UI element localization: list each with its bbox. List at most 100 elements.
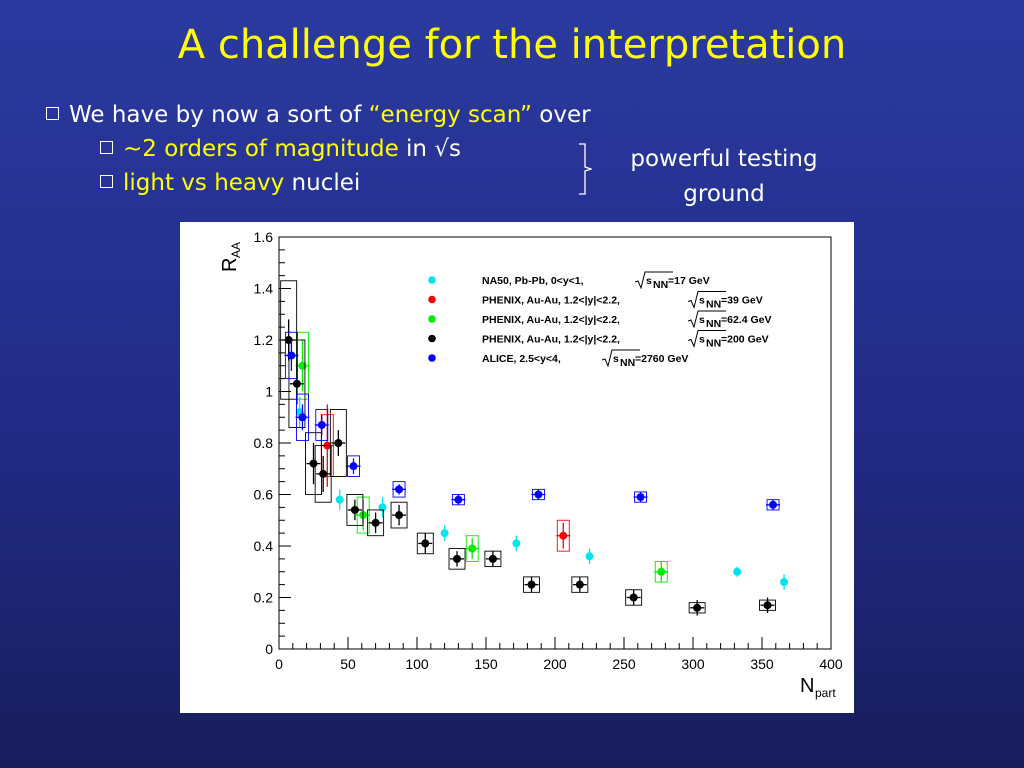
legend-label: ALICE, 2.5<y<4,	[482, 353, 561, 365]
data-point	[636, 493, 645, 502]
hollow-square-bullet-icon	[100, 141, 113, 154]
data-point	[378, 503, 387, 512]
syst-error-box	[448, 548, 466, 570]
syst-error-box	[390, 501, 408, 529]
y-axis-subscript: AA	[229, 242, 243, 258]
data-point	[769, 500, 778, 509]
x-tick-label: 350	[750, 656, 774, 672]
data-point	[440, 529, 449, 538]
data-point	[292, 379, 301, 388]
legend-label: PHENIX, Au-Au, 1.2<|y|<2.2,	[482, 295, 620, 307]
sub-bullet-text: in √s	[398, 136, 461, 162]
x-axis-title: N	[800, 675, 814, 697]
data-point	[657, 567, 666, 576]
syst-error-box	[329, 409, 347, 477]
y-axis-title: R	[219, 258, 241, 272]
data-point	[453, 554, 462, 563]
y-tick-label: 1	[265, 384, 273, 400]
x-tick-label: 400	[819, 656, 843, 672]
legend-label: PHENIX, Au-Au, 1.2<|y|<2.2,	[482, 334, 620, 346]
sub-bullet-nuclei: light vs heavy nuclei	[100, 170, 360, 196]
x-tick-label: 200	[543, 656, 567, 672]
data-point	[298, 413, 307, 422]
bullet-text: over	[531, 102, 591, 128]
legend-marker	[428, 354, 436, 362]
hollow-square-bullet-icon	[46, 107, 59, 120]
note-line: ground	[683, 181, 765, 207]
sub-bullet-text: nuclei	[284, 170, 361, 196]
sqrt-symbol-icon	[687, 330, 726, 349]
data-point	[585, 552, 594, 561]
legend-energy: =39 GeV	[721, 295, 763, 307]
syst-error-box	[288, 339, 306, 429]
y-tick-label: 0.4	[254, 538, 274, 554]
data-point	[763, 601, 772, 610]
legend-sqrt-s: s	[699, 334, 705, 346]
data-point	[693, 603, 702, 612]
legend-marker	[428, 315, 436, 323]
x-tick-label: 0	[275, 656, 283, 672]
bullet-energy-scan: We have by now a sort of “energy scan” o…	[46, 102, 591, 128]
y-tick-label: 1.4	[254, 281, 274, 297]
sqrt-symbol-icon	[687, 291, 726, 310]
data-point	[395, 511, 404, 520]
y-tick-label: 0.2	[254, 590, 274, 606]
sub-bullet-highlight: light vs heavy	[123, 170, 285, 196]
legend-sqrt-sub: NN	[706, 299, 721, 311]
data-point	[575, 580, 584, 589]
bullet-text: We have by now a sort of	[69, 102, 369, 128]
sub-bullet-orders: ~2 orders of magnitude in √s	[100, 136, 461, 162]
raa-vs-npart-plot: 0 50 100 150 200 250 300 350 400 0 0.2 0.4 0.6 0.8 1 1.…	[180, 222, 854, 713]
syst-error-box	[314, 445, 332, 503]
legend-sqrt-sub: NN	[706, 318, 721, 330]
data-point	[371, 518, 380, 527]
legend-marker	[428, 334, 436, 343]
legend-energy: =17 GeV	[668, 275, 710, 287]
legend-marker	[428, 295, 436, 304]
y-tick-label: 0.8	[254, 435, 274, 451]
data-point	[733, 567, 742, 576]
data-point	[335, 495, 344, 504]
data-point	[421, 539, 430, 548]
data-point	[309, 459, 318, 468]
data-point	[534, 490, 543, 499]
legend-sqrt-sub: NN	[706, 338, 721, 350]
data-point	[350, 505, 359, 514]
legend-energy: =200 GeV	[721, 334, 769, 346]
x-tick-label: 300	[681, 656, 705, 672]
data-point	[334, 439, 343, 447]
sqrt-symbol-icon	[634, 271, 673, 290]
x-tick-label: 50	[340, 656, 356, 672]
data-point	[395, 485, 404, 494]
legend-sqrt-s: s	[699, 314, 705, 326]
chart-canvas: 0 50 100 150 200 250 300 350 400 0 0.2 0.4 0.6 0.8 1 1.…	[219, 229, 843, 700]
y-tick-label: 0	[265, 641, 273, 657]
x-axis-subscript: part	[815, 686, 836, 700]
legend-label: NA50, Pb-Pb, 0<y<1,	[482, 275, 584, 287]
legend-energy: =2760 GeV	[635, 353, 688, 365]
x-tick-label: 100	[405, 656, 429, 672]
data-point	[287, 351, 296, 360]
slide-title: A challenge for the interpretation	[177, 22, 847, 68]
data-point	[629, 593, 638, 602]
data-point	[512, 539, 521, 548]
hollow-square-bullet-icon	[100, 175, 113, 188]
data-point	[559, 531, 568, 540]
syst-error-box	[346, 494, 364, 526]
y-tick-label: 0.6	[254, 487, 274, 503]
x-tick-label: 150	[474, 656, 498, 672]
data-point	[780, 578, 789, 587]
right-brace-icon	[579, 143, 592, 195]
legend-sqrt-s: s	[613, 353, 619, 365]
sqrt-symbol-icon	[687, 310, 726, 329]
y-tick-label: 1.2	[254, 332, 274, 348]
legend-sqrt-s: s	[646, 275, 652, 287]
data-point	[454, 495, 463, 504]
testing-ground-note: powerful testing ground	[600, 142, 848, 212]
legend-label: PHENIX, Au-Au, 1.2<|y|<2.2,	[482, 314, 620, 326]
sqrt-symbol-icon	[601, 349, 640, 368]
data-point	[317, 420, 326, 429]
data-point	[298, 361, 307, 370]
legend-sqrt-s: s	[699, 295, 705, 307]
data-point	[319, 469, 328, 478]
